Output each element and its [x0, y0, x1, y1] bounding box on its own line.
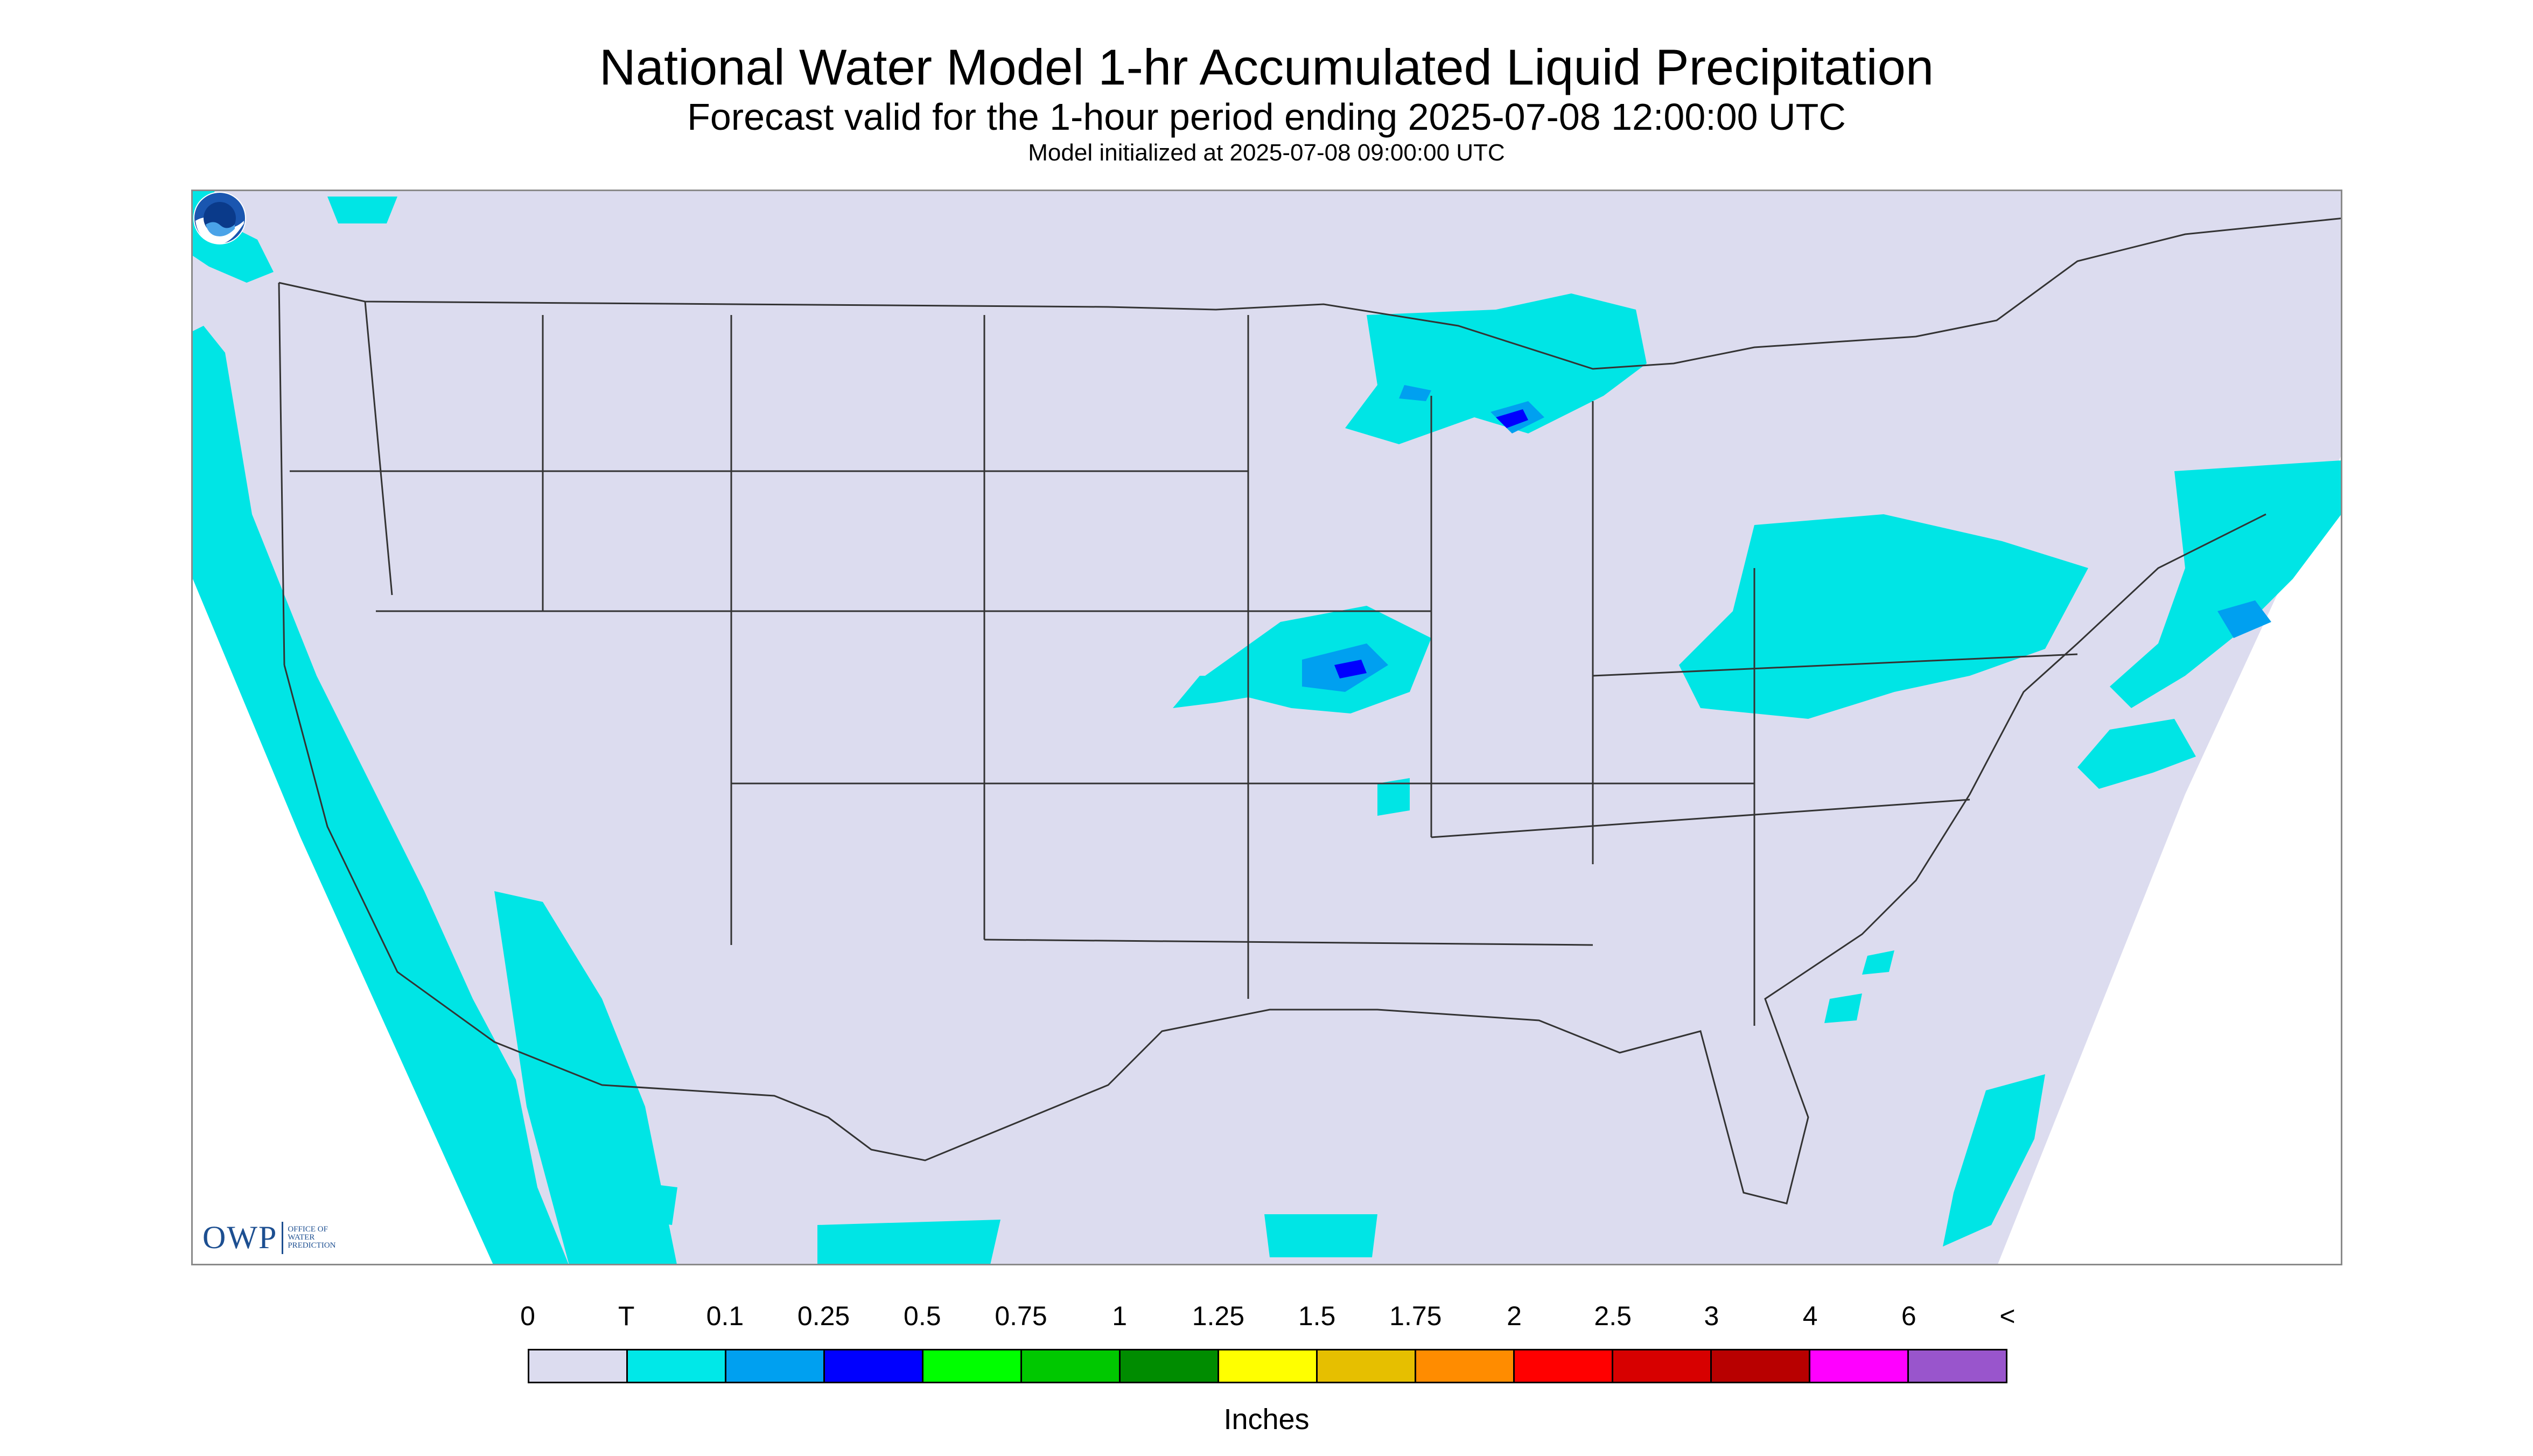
legend-tick-label: 1.75 [1389, 1301, 1442, 1331]
owp-logo: OWP OFFICE OF WATER PREDICTION [202, 1219, 347, 1256]
legend-labels: 0 T 0.1 0.25 0.5 0.75 1 1.25 1.5 1.75 2 2.5 3 4 6 < [0, 1300, 2533, 1343]
map-canvas [193, 191, 2341, 1264]
legend-tick-label: 1 [1112, 1301, 1128, 1331]
legend-swatch [726, 1350, 825, 1382]
legend-swatch [1515, 1350, 1613, 1382]
legend-swatch [1219, 1350, 1318, 1382]
owp-logo-text: OWP [202, 1220, 278, 1255]
map-subtitle: Forecast valid for the 1-hour period end… [687, 96, 1846, 138]
legend-tick-label: 4 [1802, 1301, 1818, 1331]
precip-california-offshore [494, 891, 677, 1264]
legend-swatch [1318, 1350, 1416, 1382]
legend-tick-label: < [1999, 1301, 2016, 1331]
noaa-logo-icon [193, 192, 246, 244]
legend-swatch [1712, 1350, 1810, 1382]
owp-logo-divider [282, 1221, 284, 1254]
precip-arkansas [1377, 778, 1410, 816]
precip-new-england [2110, 460, 2341, 708]
legend-tick-label: 2 [1507, 1301, 1522, 1331]
precip-iowa-core-2 [1334, 660, 1367, 678]
legend-units: Inches [1223, 1403, 1310, 1436]
legend-tick-label: 1.5 [1298, 1301, 1336, 1331]
precip-atlantic [2077, 719, 2196, 789]
legend-swatch [1022, 1350, 1121, 1382]
precip-lake-superior-core-2 [1496, 409, 1528, 428]
state-boundaries [278, 218, 2341, 1205]
precip-offshore-cell-2 [1824, 993, 1862, 1023]
precip-offshore-cell-1 [1862, 950, 1894, 975]
legend-swatch [923, 1350, 1022, 1382]
precipitation-map: OWP OFFICE OF WATER PREDICTION [191, 190, 2342, 1265]
legend-tick-label: 0.75 [995, 1301, 1047, 1331]
legend-swatch [825, 1350, 923, 1382]
precip-gulf [1264, 1214, 1377, 1257]
legend-tick-label: 1.25 [1192, 1301, 1245, 1331]
precip-minnesota [1399, 385, 1431, 401]
owp-logo-subtext: OFFICE OF WATER PREDICTION [288, 1225, 336, 1250]
legend-tick-label: 3 [1704, 1301, 1719, 1331]
model-domain [193, 191, 2341, 1264]
legend-swatch [1909, 1350, 2006, 1382]
precip-west-coast [193, 326, 569, 1264]
map-title: National Water Model 1-hr Accumulated Li… [599, 39, 1934, 95]
legend-tick-label: 0.5 [904, 1301, 941, 1331]
legend-tick-label: 6 [1901, 1301, 1916, 1331]
legend-color-bar [528, 1349, 2007, 1383]
legend-tick-label: 0.25 [797, 1301, 850, 1331]
legend-swatch [1121, 1350, 1219, 1382]
legend-swatch [1810, 1350, 1909, 1382]
legend-tick-label: 2.5 [1594, 1301, 1632, 1331]
legend-tick-label: T [618, 1301, 635, 1331]
legend-tick-label: 0.1 [706, 1301, 744, 1331]
precip-baja [634, 1182, 677, 1225]
legend-swatch [529, 1350, 628, 1382]
legend-tick-label: 0 [520, 1301, 535, 1331]
precip-caribbean-band [1943, 1074, 2045, 1247]
legend-swatch [1416, 1350, 1515, 1382]
legend-swatch [1613, 1350, 1712, 1382]
precip-new-england-core [2217, 600, 2271, 638]
precip-mexico [817, 1220, 1000, 1264]
precip-bc-coast [327, 197, 397, 223]
legend-swatch [628, 1350, 726, 1382]
precip-lake-superior [1345, 293, 1647, 444]
model-init-text: Model initialized at 2025-07-08 09:00:00… [1028, 139, 1505, 166]
